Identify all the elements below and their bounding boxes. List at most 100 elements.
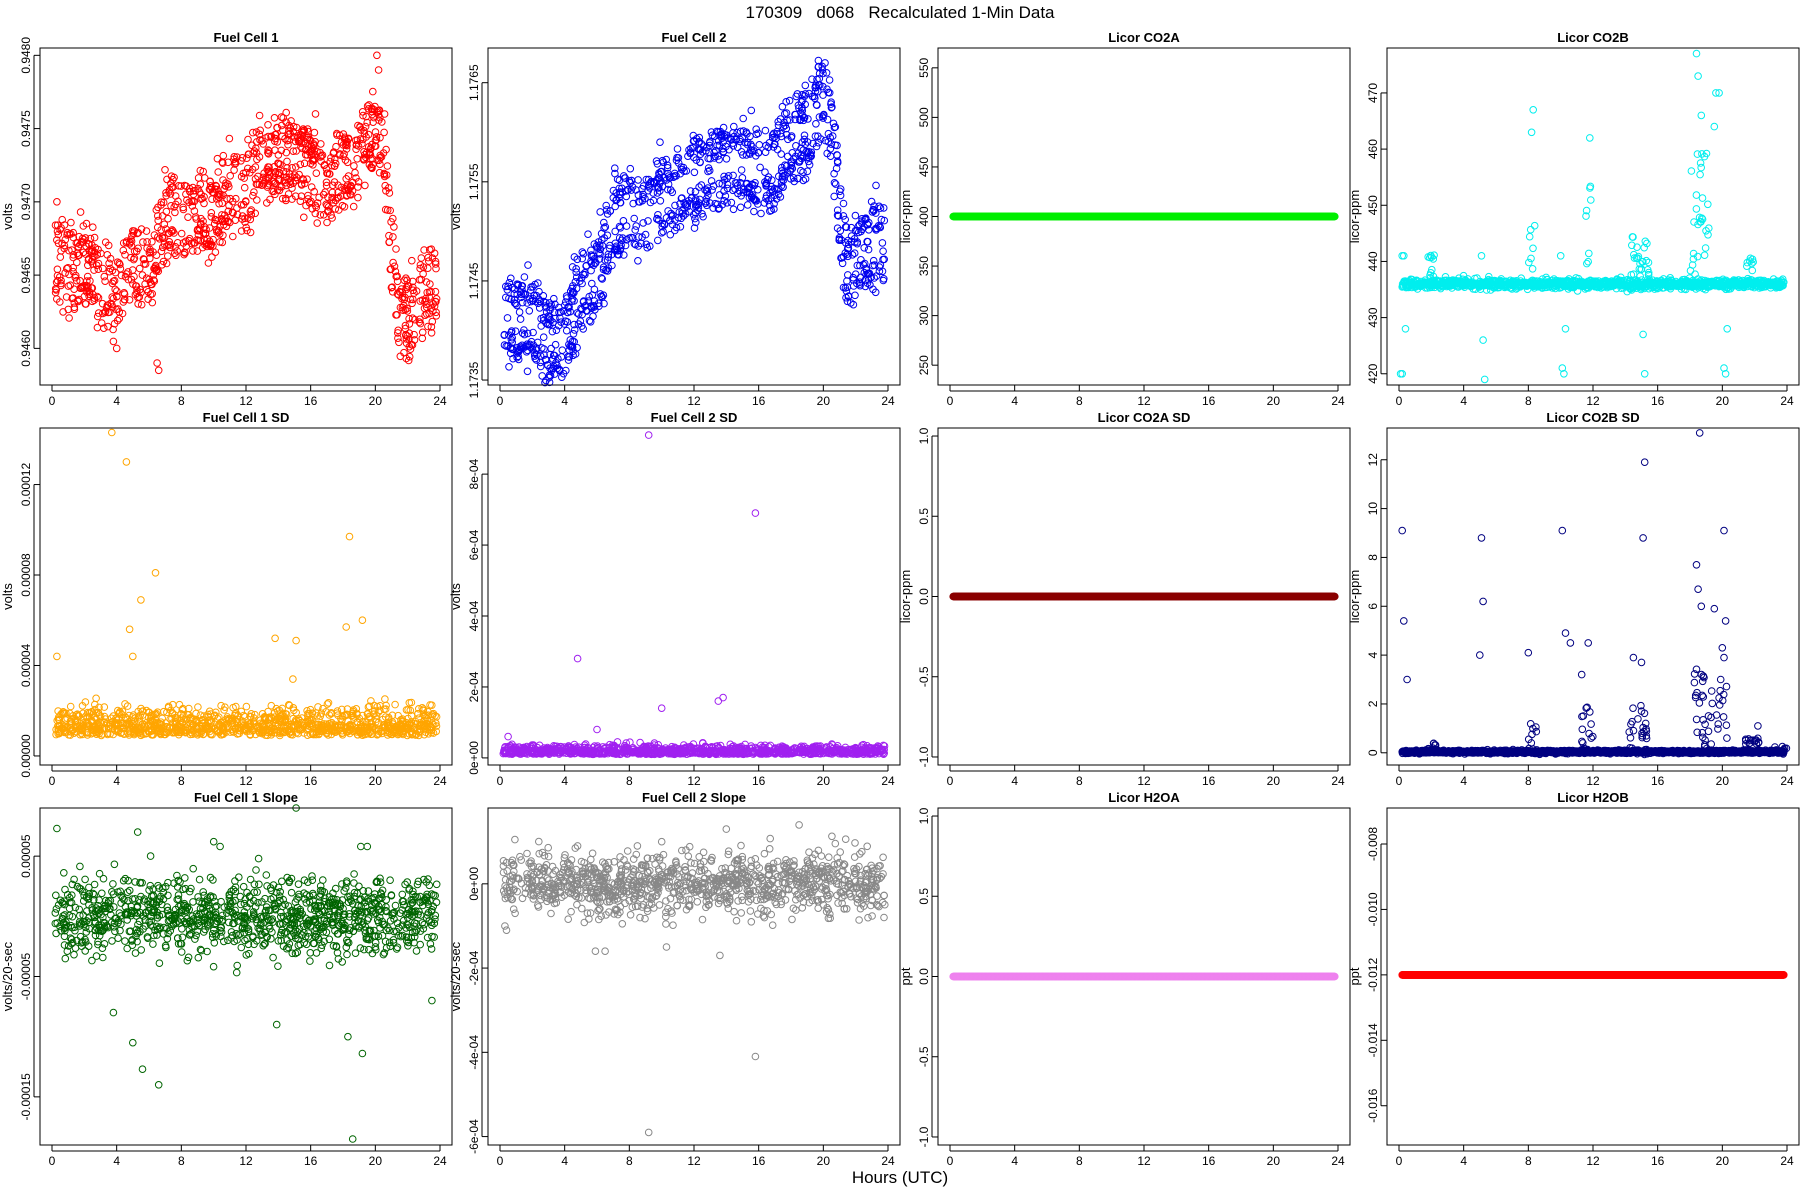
data-point (548, 327, 557, 336)
data-point (323, 201, 331, 210)
data-point (182, 190, 190, 198)
data-point (334, 181, 342, 189)
data-point (108, 293, 116, 301)
data-point (750, 207, 758, 216)
data-point (381, 181, 390, 190)
data-point (119, 246, 128, 255)
y-axis-label: licor-ppm (898, 190, 913, 243)
y-tick-label: 0.9460 (19, 330, 33, 367)
data-point (515, 308, 524, 316)
data-point (525, 307, 534, 315)
data-point (254, 172, 262, 181)
x-tick-label: 20 (817, 394, 831, 408)
data-point (246, 207, 255, 216)
data-point (405, 314, 413, 323)
data-point (97, 319, 106, 327)
data-point (860, 244, 869, 252)
data-point (343, 158, 352, 167)
data-point (268, 187, 277, 195)
x-tick-label: 16 (752, 394, 766, 408)
data-point (408, 256, 416, 265)
data-point (307, 183, 316, 191)
data-point (815, 74, 824, 83)
data-point (1641, 237, 1650, 246)
data-point (289, 133, 298, 141)
data-point (326, 157, 335, 166)
data-point (729, 129, 737, 137)
x-tick-label: 20 (369, 394, 383, 408)
panel-title: Fuel Cell 2 (661, 30, 726, 45)
data-point (177, 182, 185, 190)
data-point (743, 201, 752, 209)
data-point (116, 264, 125, 273)
data-point (505, 363, 513, 371)
data-point (362, 112, 371, 121)
data-point (843, 277, 851, 285)
data-point (344, 172, 353, 180)
data-point (373, 51, 381, 60)
data-point (310, 187, 319, 196)
data-point (389, 233, 397, 241)
data-point (872, 181, 880, 190)
data-point (298, 144, 307, 153)
data-point (424, 264, 432, 273)
data-point (409, 277, 417, 286)
data-point (390, 223, 398, 231)
data-point (354, 193, 362, 202)
data-point (538, 372, 547, 380)
data-point (569, 330, 578, 338)
data-point (385, 231, 393, 240)
data-point (288, 164, 296, 172)
data-point (729, 205, 738, 214)
data-point (194, 184, 202, 193)
data-point (426, 280, 434, 288)
data-point (339, 152, 348, 160)
data-point (295, 170, 303, 179)
data-point (722, 155, 731, 163)
data-point (349, 202, 358, 211)
data-point (109, 325, 117, 334)
data-point (371, 128, 380, 136)
data-point (138, 271, 147, 279)
data-point (153, 359, 161, 367)
data-point (219, 151, 228, 160)
data-point (213, 154, 222, 163)
data-point (801, 175, 810, 183)
data-point (419, 263, 428, 271)
data-point (148, 238, 156, 246)
data-point (415, 276, 424, 284)
data-point (208, 253, 216, 261)
data-point (403, 276, 412, 285)
data-point (405, 320, 414, 328)
data-point (303, 175, 311, 183)
data-point (69, 233, 78, 242)
y-tick-label: 1.1755 (467, 163, 481, 200)
panel-fuel-cell-2: Fuel Cell 20 4 8 12 16 20 241.17351.17451.1755… (448, 30, 901, 408)
data-point (551, 340, 560, 349)
data-point (691, 187, 700, 196)
y-tick-label: 550 (917, 57, 931, 77)
data-point (558, 346, 567, 355)
data-point (167, 179, 175, 188)
data-point (224, 217, 232, 226)
y-axis-label: volts (0, 203, 15, 230)
data-point (84, 283, 92, 292)
data-points (51, 51, 441, 375)
data-point (417, 254, 426, 262)
data-point (333, 129, 341, 138)
x-tick-label: 4 (1011, 394, 1018, 408)
y-tick-label: 0.9480 (19, 37, 33, 74)
data-point (727, 198, 736, 207)
data-point (307, 197, 315, 206)
data-point (94, 265, 103, 274)
data-point (507, 274, 515, 283)
data-point (64, 264, 72, 272)
data-point (229, 232, 237, 241)
data-point (106, 254, 115, 263)
data-point (225, 134, 234, 143)
data-point (299, 175, 307, 183)
data-point (799, 168, 807, 176)
data-point (140, 255, 148, 264)
data-point (324, 203, 333, 211)
